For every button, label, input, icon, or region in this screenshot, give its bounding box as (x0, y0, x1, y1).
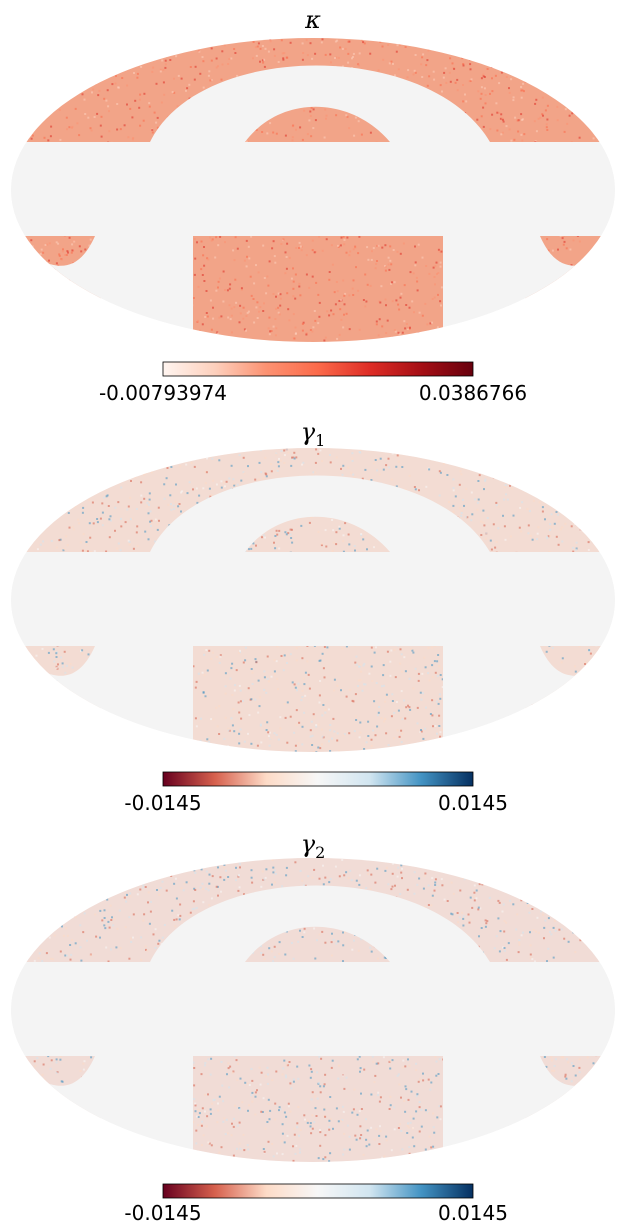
map-title-subscript: 2 (315, 843, 325, 862)
map-title-symbol: γ (301, 830, 316, 858)
sky-map (11, 38, 615, 342)
colorbar-max-label: 0.0145 (438, 1201, 508, 1224)
colorbar-gradient (162, 1183, 474, 1199)
map-title-symbol: κ (304, 6, 321, 34)
mask-arch (150, 475, 490, 552)
colorbar-min-label: -0.00793974 (99, 381, 227, 405)
colorbar: -0.0145 0.0145 (124, 771, 508, 815)
colorbar-max-label: 0.0386766 (419, 381, 527, 405)
colorbar: -0.0145 0.0145 (124, 1183, 508, 1224)
colorbar-max-label: 0.0145 (438, 791, 508, 815)
map-title: κ (304, 6, 321, 34)
map-title-subscript: 1 (315, 431, 325, 450)
map-panel-3: γ2 -0.0145 0.0145 (11, 830, 615, 1224)
mask-equatorial-band (11, 142, 615, 236)
mask-arch (150, 885, 490, 962)
map-title: γ1 (301, 418, 326, 450)
mask-equatorial-band (11, 552, 615, 646)
map-title: γ2 (301, 830, 326, 862)
colorbar-gradient (162, 771, 474, 787)
colorbar: -0.00793974 0.0386766 (99, 361, 527, 405)
sky-map (11, 448, 615, 752)
map-panel-2: γ1 -0.0145 0.0145 (11, 418, 615, 815)
mask-arch (150, 65, 490, 142)
colorbar-min-label: -0.0145 (124, 791, 201, 815)
colorbar-min-label: -0.0145 (124, 1201, 201, 1224)
colorbar-gradient (162, 361, 474, 377)
mask-equatorial-band (11, 962, 615, 1056)
map-panel-1: κ -0.00793974 0.0386766 (11, 6, 615, 405)
sky-map (11, 858, 615, 1162)
map-title-symbol: γ (301, 418, 316, 446)
